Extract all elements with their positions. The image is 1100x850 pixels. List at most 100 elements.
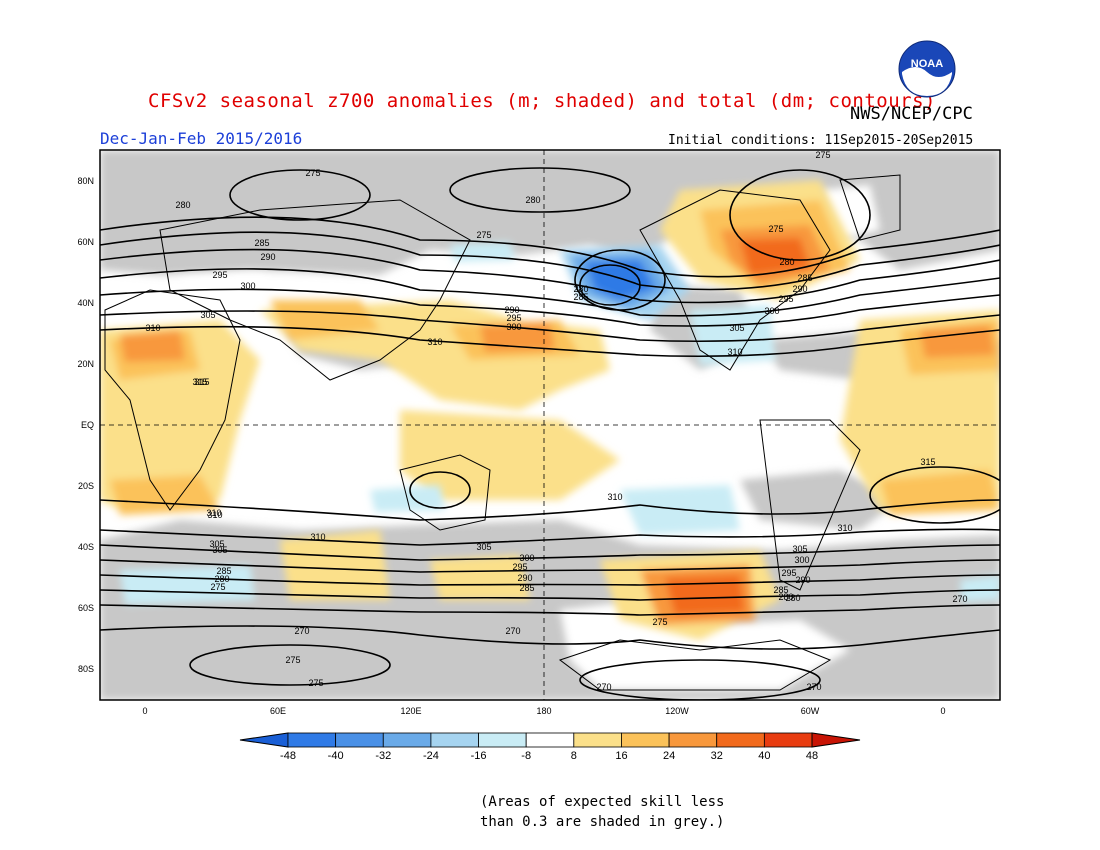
contour-label: 315 bbox=[194, 377, 209, 387]
contour-label: 270 bbox=[952, 594, 967, 604]
contour-label: 300 bbox=[794, 555, 809, 565]
contour-label: 285 bbox=[797, 273, 812, 283]
positive-anomaly-regions bbox=[100, 180, 1000, 640]
lon-label: 60E bbox=[270, 706, 286, 716]
lat-label: 80N bbox=[77, 176, 94, 186]
grid-lines bbox=[100, 150, 1000, 700]
colorbar-swatch bbox=[287, 732, 337, 748]
lat-label: 80S bbox=[78, 664, 94, 674]
noaa-logo: NOAA bbox=[898, 40, 956, 98]
colorbar-swatch bbox=[430, 732, 479, 748]
contour-label: 275 bbox=[285, 655, 300, 665]
contour-label: 300 bbox=[506, 322, 521, 332]
contour-label: 290 bbox=[795, 575, 810, 585]
contour-label: 305 bbox=[209, 539, 224, 549]
contour-label: 295 bbox=[212, 270, 227, 280]
colorbar-tick-label: 8 bbox=[571, 750, 577, 762]
total-height-contours bbox=[100, 167, 1000, 700]
colorbar-swatch bbox=[382, 732, 432, 748]
contour-label: 275 bbox=[815, 150, 830, 160]
contour-label: 280 bbox=[175, 200, 190, 210]
colorbar-swatch bbox=[668, 732, 718, 748]
contour-label: 270 bbox=[596, 682, 611, 692]
colorbar: -48 -40 -32 -24 -16 -8 8 16 24 32 40 48 bbox=[239, 732, 861, 762]
colorbar-swatch bbox=[525, 732, 575, 748]
contour-label: 290 bbox=[504, 305, 519, 315]
continent-outlines bbox=[104, 174, 901, 691]
colorbar-swatch bbox=[621, 732, 670, 748]
contour-label: 315 bbox=[920, 457, 935, 467]
contour-label: 275 bbox=[305, 168, 320, 178]
season-label: Dec-Jan-Feb 2015/2016 bbox=[100, 129, 303, 148]
contour-label: 280 bbox=[785, 593, 800, 603]
contour-label: 280 bbox=[778, 592, 793, 602]
contour-label: 305 bbox=[200, 310, 215, 320]
lat-label: 20N bbox=[77, 359, 94, 369]
organization-label: NWS/NCEP/CPC bbox=[850, 104, 973, 124]
colorbar-tick-label: 24 bbox=[663, 750, 675, 762]
contour-label: 310 bbox=[145, 323, 160, 333]
lat-label: 60S bbox=[78, 603, 94, 613]
contour-label: 310 bbox=[607, 492, 622, 502]
contour-label-layer: 2752802752802852902953003053103153103053… bbox=[145, 150, 967, 692]
contour-label: 305 bbox=[792, 544, 807, 554]
colorbar-right-arrow bbox=[811, 732, 861, 748]
contour-label: 270 bbox=[294, 626, 309, 636]
contour-label: 285 bbox=[216, 566, 231, 576]
contour-label: 285 bbox=[773, 585, 788, 595]
skill-note: (Areas of expected skill less than 0.3 a… bbox=[480, 792, 724, 832]
colorbar-tick-label: 32 bbox=[711, 750, 723, 762]
colorbar-tick-label: -24 bbox=[423, 750, 439, 762]
colorbar-tick-label: -48 bbox=[280, 750, 296, 762]
lat-label: 60N bbox=[77, 237, 94, 247]
lat-label: 40N bbox=[77, 298, 94, 308]
colorbar-tick-label: -40 bbox=[328, 750, 344, 762]
colorbar-tick-label: 40 bbox=[758, 750, 770, 762]
colorbar-swatch bbox=[763, 732, 813, 748]
contour-label: 300 bbox=[240, 281, 255, 291]
contour-label: 300 bbox=[764, 306, 779, 316]
contour-label: 310 bbox=[206, 508, 221, 518]
contour-label: 310 bbox=[837, 523, 852, 533]
contour-label: 285 bbox=[519, 583, 534, 593]
contour-label: 305 bbox=[212, 545, 227, 555]
contour-label: 300 bbox=[519, 553, 534, 563]
skill-note-line: than 0.3 are shaded in grey.) bbox=[480, 814, 725, 830]
contour-label: 275 bbox=[652, 617, 667, 627]
colorbar-swatch bbox=[716, 732, 765, 748]
contour-label: 275 bbox=[768, 224, 783, 234]
contour-label: 290 bbox=[260, 252, 275, 262]
contour-label: 310 bbox=[427, 337, 442, 347]
contour-label: 290 bbox=[517, 573, 532, 583]
noaa-logo-text: NOAA bbox=[911, 58, 943, 70]
contour-label: 275 bbox=[476, 230, 491, 240]
colorbar-left-arrow bbox=[239, 732, 289, 748]
contour-label: 270 bbox=[806, 682, 821, 692]
lon-label: 120W bbox=[665, 706, 689, 716]
contour-label: 280 bbox=[779, 257, 794, 267]
contour-label: 310 bbox=[207, 510, 222, 520]
lon-label: 0 bbox=[142, 706, 147, 716]
contour-label: 295 bbox=[781, 568, 796, 578]
colorbar-tick-label: 16 bbox=[615, 750, 627, 762]
colorbar-swatch bbox=[573, 732, 622, 748]
colorbar-tick-label: -32 bbox=[375, 750, 391, 762]
contour-label: 270 bbox=[505, 626, 520, 636]
colorbar-swatch bbox=[478, 732, 527, 748]
contour-label: 280 bbox=[214, 574, 229, 584]
colorbar-tick-label: -16 bbox=[471, 750, 487, 762]
contour-label: 275 bbox=[210, 582, 225, 592]
latitude-labels: 80N 60N 40N 20N EQ 20S 40S 60S 80S bbox=[77, 176, 94, 674]
map-plot-area: 2752802752802852902953003053103153103053… bbox=[100, 150, 1000, 700]
contour-label: 275 bbox=[308, 678, 323, 688]
longitude-labels: 0 60E 120E 180 120W 60W 0 bbox=[142, 706, 945, 716]
colorbar-tick-label: -8 bbox=[521, 750, 531, 762]
colorbar-swatch bbox=[335, 732, 384, 748]
lon-label: 180 bbox=[536, 706, 551, 716]
contour-label: 310 bbox=[727, 347, 742, 357]
contour-label: 280 bbox=[525, 195, 540, 205]
colorbar-tick-label: 48 bbox=[806, 750, 818, 762]
contour-label: 295 bbox=[512, 562, 527, 572]
lat-label: 40S bbox=[78, 542, 94, 552]
